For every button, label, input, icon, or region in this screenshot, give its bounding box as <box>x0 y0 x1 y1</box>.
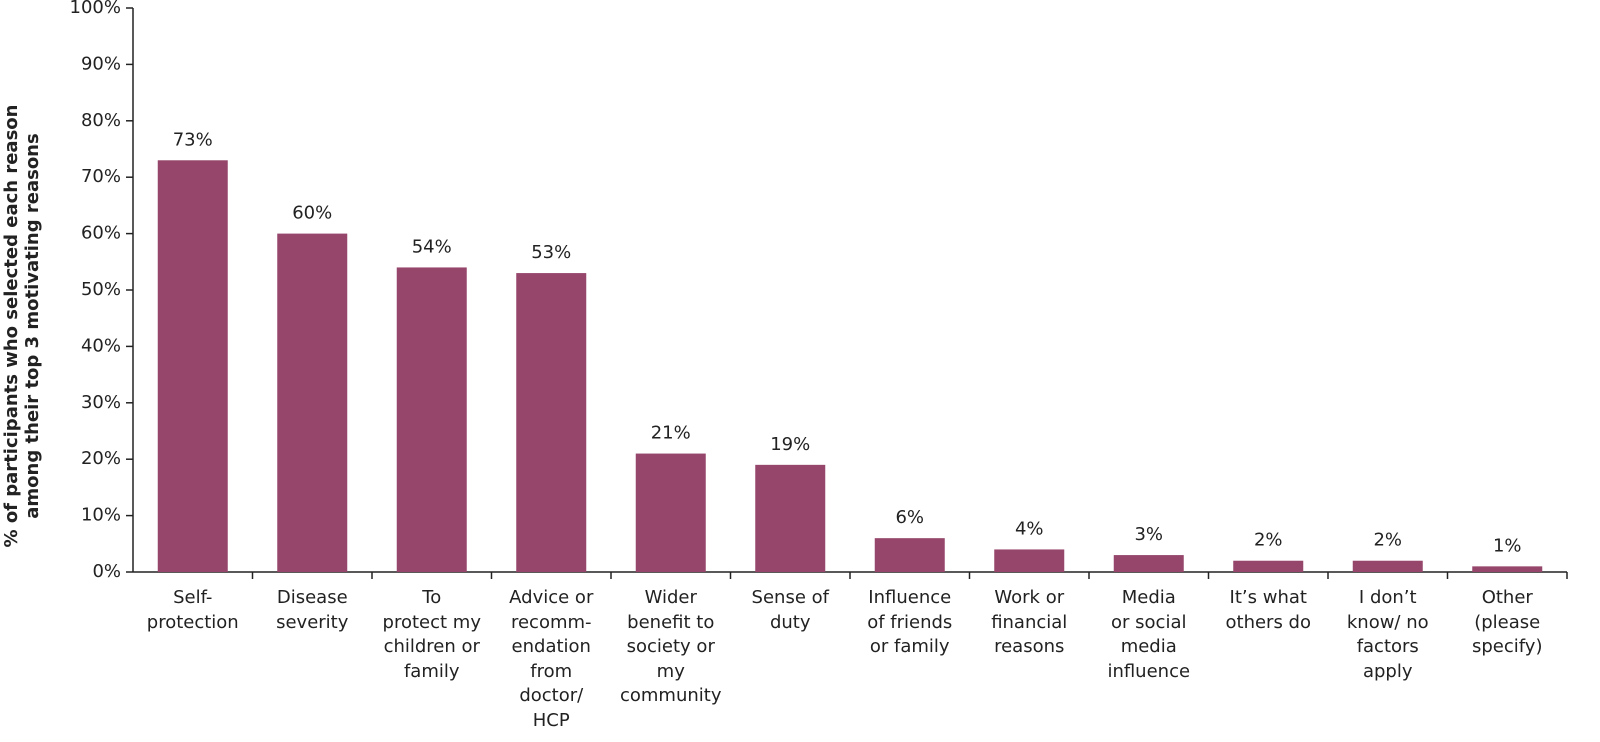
data-label: 60% <box>292 203 332 224</box>
bar <box>1352 560 1423 572</box>
data-label: 73% <box>173 129 213 150</box>
y-tick-label: 60% <box>81 223 121 244</box>
y-tick-label: 40% <box>81 335 121 356</box>
data-label: 4% <box>1015 518 1044 539</box>
y-tick-label: 0% <box>92 561 121 582</box>
data-label: 3% <box>1134 524 1163 545</box>
data-label: 54% <box>412 236 452 257</box>
x-tick-label: Other (please specify) <box>1472 587 1543 657</box>
x-tick-label: It’s what others do <box>1225 587 1312 633</box>
data-label: 2% <box>1373 530 1402 551</box>
x-tick-label: Advice or recomm- endation from doctor/ … <box>509 587 594 731</box>
y-tick-label: 70% <box>81 166 121 187</box>
bar <box>1233 560 1304 572</box>
data-label: 19% <box>770 434 810 455</box>
bar <box>1113 555 1184 572</box>
data-label: 6% <box>895 507 924 528</box>
y-tick-label: 80% <box>81 110 121 131</box>
bar <box>635 453 706 572</box>
x-tick-label: Influence of friends or family <box>867 587 953 657</box>
bar <box>755 464 826 572</box>
y-tick-label: 10% <box>81 505 121 526</box>
data-label: 21% <box>651 423 691 444</box>
x-tick-label: Media or social media influence <box>1107 587 1191 682</box>
x-tick-label: To protect my children or family <box>382 587 481 682</box>
y-axis-title: % of participants who selected each reas… <box>1 104 43 548</box>
data-label: 1% <box>1493 535 1522 556</box>
data-label: 53% <box>531 242 571 263</box>
x-tick-label: Self- protection <box>146 587 239 633</box>
y-tick-label: 50% <box>81 279 121 300</box>
bar <box>516 273 587 572</box>
y-tick-label: 30% <box>81 392 121 413</box>
bar <box>157 160 228 572</box>
bar <box>994 549 1065 572</box>
y-tick-label: 90% <box>81 53 121 74</box>
bar <box>277 233 348 572</box>
x-tick-label: Disease severity <box>276 587 349 633</box>
x-tick-label: I don’t know/ no factors apply <box>1346 587 1429 682</box>
bar <box>874 538 945 572</box>
y-tick-label: 20% <box>81 448 121 469</box>
y-tick-label: 100% <box>70 0 121 18</box>
x-tick-label: Wider benefit to society or my community <box>619 587 722 706</box>
bar <box>1472 566 1543 572</box>
data-label: 2% <box>1254 530 1283 551</box>
x-tick-label: Sense of duty <box>751 587 829 633</box>
x-tick-label: Work or financial reasons <box>991 587 1068 657</box>
bar <box>396 267 467 572</box>
